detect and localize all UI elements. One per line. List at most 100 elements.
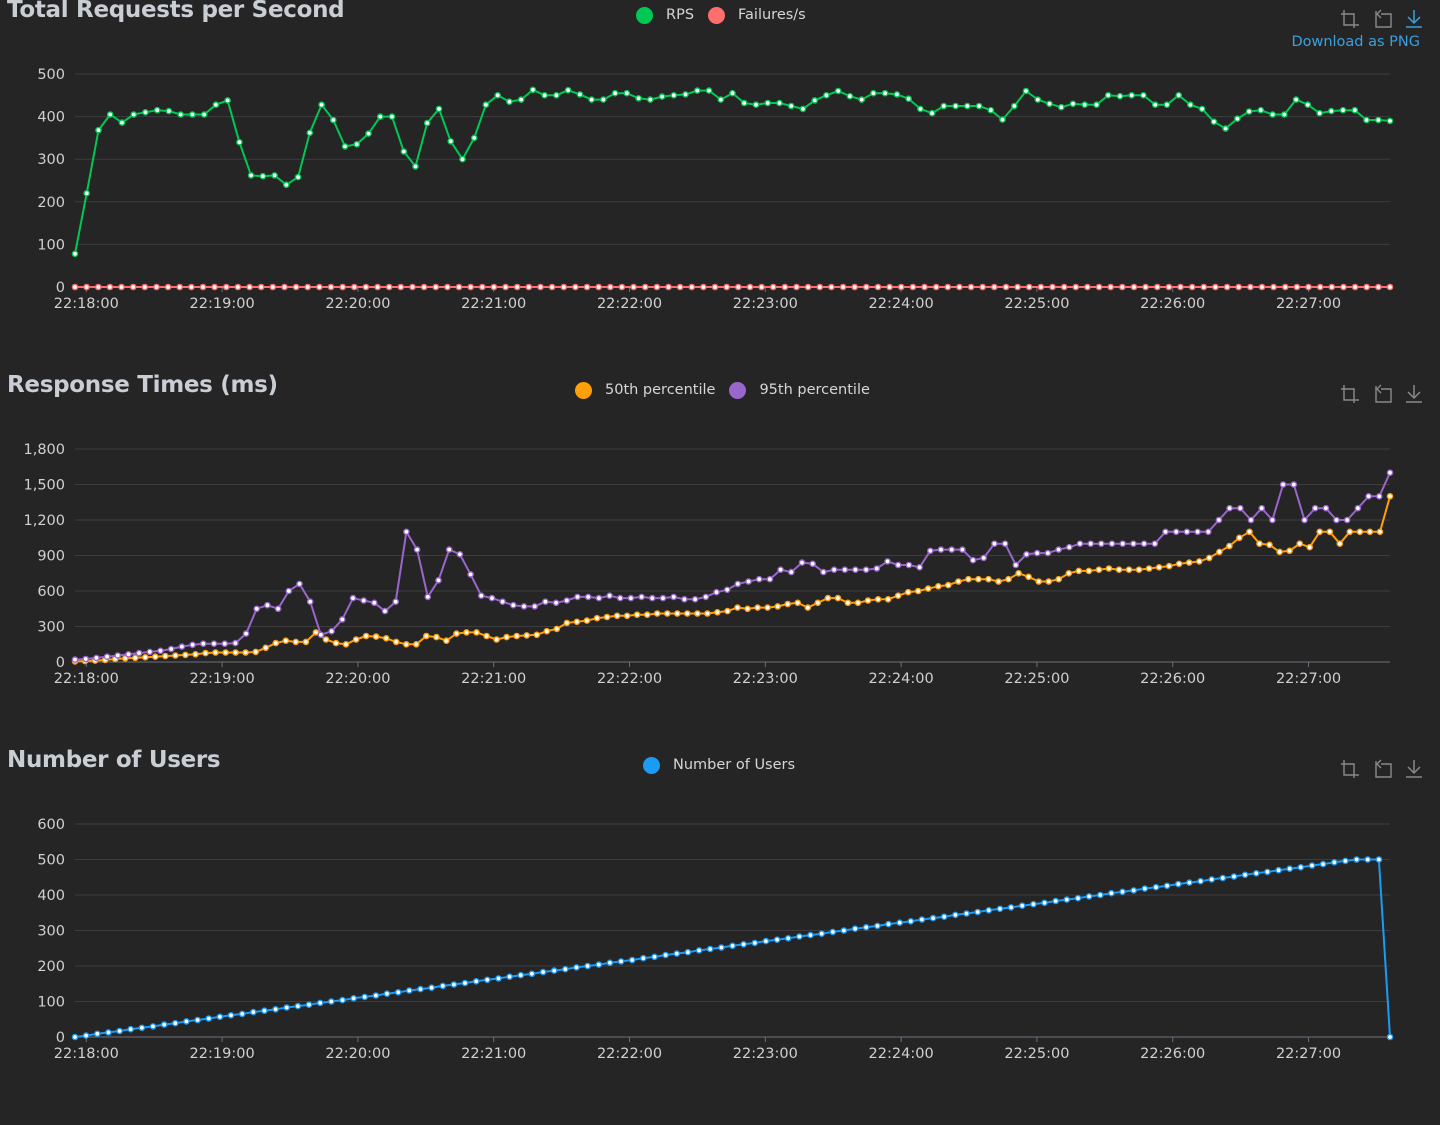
data-point[interactable] <box>1247 516 1255 524</box>
data-point[interactable] <box>904 588 912 596</box>
data-point[interactable] <box>574 593 581 601</box>
data-point[interactable] <box>691 595 699 603</box>
data-point[interactable] <box>262 644 270 652</box>
data-point[interactable] <box>95 283 102 291</box>
data-point[interactable] <box>1066 543 1073 551</box>
data-point[interactable] <box>1105 565 1113 572</box>
data-point[interactable] <box>583 283 591 291</box>
data-point[interactable] <box>362 632 370 640</box>
data-point[interactable] <box>246 283 253 291</box>
data-point[interactable] <box>1351 106 1359 114</box>
data-point[interactable] <box>146 648 154 656</box>
data-point[interactable] <box>238 1010 246 1018</box>
data-point[interactable] <box>881 89 889 97</box>
data-point[interactable] <box>873 565 881 572</box>
data-point[interactable] <box>706 945 714 953</box>
data-point[interactable] <box>647 96 654 103</box>
data-point[interactable] <box>339 283 347 291</box>
data-point[interactable] <box>755 575 763 583</box>
data-point[interactable] <box>676 283 684 291</box>
data-point[interactable] <box>478 283 486 291</box>
data-point[interactable] <box>1386 469 1394 476</box>
data-point[interactable] <box>200 111 208 118</box>
data-point[interactable] <box>71 1033 79 1041</box>
data-point[interactable] <box>178 643 186 650</box>
data-point[interactable] <box>1015 569 1022 577</box>
data-point[interactable] <box>1353 856 1360 863</box>
data-point[interactable] <box>662 951 669 959</box>
data-point[interactable] <box>1005 575 1012 583</box>
data-point[interactable] <box>576 91 584 98</box>
data-point[interactable] <box>222 283 230 291</box>
data-point[interactable] <box>171 1019 179 1027</box>
data-point[interactable] <box>142 109 149 116</box>
data-point[interactable] <box>1316 109 1323 117</box>
data-point[interactable] <box>328 627 335 635</box>
data-point[interactable] <box>764 604 771 611</box>
data-point[interactable] <box>292 638 300 646</box>
data-point[interactable] <box>499 598 506 605</box>
data-point[interactable] <box>1097 891 1104 899</box>
data-point[interactable] <box>553 625 561 633</box>
data-point[interactable] <box>884 595 892 603</box>
data-point[interactable] <box>1155 563 1163 571</box>
data-point[interactable] <box>1336 540 1344 547</box>
data-point[interactable] <box>1030 900 1037 908</box>
data-point[interactable] <box>583 617 591 624</box>
data-point[interactable] <box>635 95 642 102</box>
data-point[interactable] <box>477 592 485 599</box>
data-point[interactable] <box>1130 540 1137 547</box>
data-point[interactable] <box>752 101 760 108</box>
data-point[interactable] <box>746 283 754 291</box>
data-point[interactable] <box>502 283 509 291</box>
data-point[interactable] <box>392 598 400 605</box>
data-point[interactable] <box>659 594 667 602</box>
data-point[interactable] <box>312 629 320 636</box>
data-point[interactable] <box>296 580 303 588</box>
data-point[interactable] <box>374 283 381 291</box>
data-point[interactable] <box>135 649 143 657</box>
data-point[interactable] <box>682 91 689 98</box>
data-point[interactable] <box>318 101 325 108</box>
data-point[interactable] <box>188 283 195 291</box>
data-point[interactable] <box>450 981 458 988</box>
data-point[interactable] <box>816 283 824 291</box>
data-point[interactable] <box>1081 101 1088 108</box>
data-point[interactable] <box>1253 870 1260 877</box>
data-point[interactable] <box>907 917 915 925</box>
data-point[interactable] <box>804 283 812 291</box>
data-point[interactable] <box>472 977 480 985</box>
data-point[interactable] <box>1363 116 1370 124</box>
data-point[interactable] <box>776 99 783 107</box>
data-point[interactable] <box>376 113 384 120</box>
zoom-reset-icon[interactable] <box>1372 383 1392 405</box>
data-point[interactable] <box>397 283 405 291</box>
data-point[interactable] <box>339 996 346 1004</box>
data-point[interactable] <box>211 283 218 291</box>
data-point[interactable] <box>93 654 100 662</box>
data-point[interactable] <box>781 283 789 291</box>
data-point[interactable] <box>1322 504 1330 512</box>
data-point[interactable] <box>613 612 621 620</box>
data-point[interactable] <box>1286 865 1293 872</box>
data-point[interactable] <box>528 970 536 978</box>
data-point[interactable] <box>996 905 1004 913</box>
data-point[interactable] <box>948 546 956 553</box>
data-point[interactable] <box>1125 566 1133 573</box>
data-point[interactable] <box>811 97 819 104</box>
data-point[interactable] <box>1107 283 1114 291</box>
data-point[interactable] <box>1130 887 1137 894</box>
data-point[interactable] <box>952 911 959 919</box>
data-point[interactable] <box>394 988 402 996</box>
data-point[interactable] <box>1084 283 1091 291</box>
data-point[interactable] <box>517 971 525 979</box>
data-point[interactable] <box>232 649 239 656</box>
data-point[interactable] <box>894 592 902 599</box>
data-point[interactable] <box>885 920 892 928</box>
data-point[interactable] <box>1055 546 1062 553</box>
data-point[interactable] <box>183 1018 190 1025</box>
data-point[interactable] <box>807 931 814 939</box>
data-point[interactable] <box>1258 504 1265 512</box>
data-point[interactable] <box>1275 866 1282 874</box>
legend-item-p95[interactable]: 95th percentile <box>729 381 870 399</box>
